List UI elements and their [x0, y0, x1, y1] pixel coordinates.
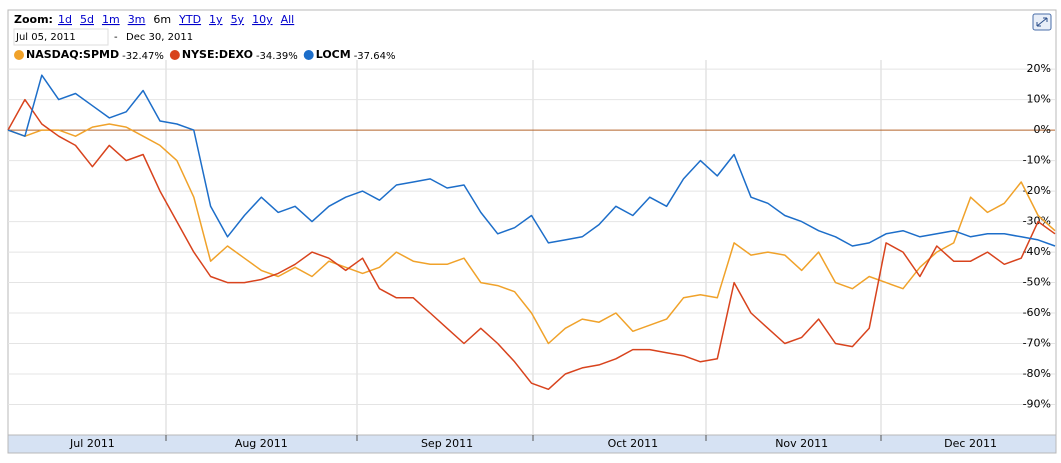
- series-line: [7, 74, 1056, 247]
- y-tick-label: -20%: [1023, 184, 1051, 197]
- legend-label: LOCM: [316, 48, 351, 61]
- y-tick-label: -40%: [1023, 245, 1051, 258]
- zoom-option[interactable]: 5y: [231, 13, 245, 26]
- zoom-label: Zoom:: [14, 13, 53, 26]
- month-ticks: [165, 435, 882, 441]
- y-tick-label: 10%: [1027, 93, 1051, 106]
- y-tick-label: -70%: [1023, 337, 1051, 350]
- y-tick-label: -60%: [1023, 306, 1051, 319]
- month-band: [7, 434, 1057, 454]
- x-tick-label: Jul 2011: [69, 437, 115, 450]
- date-end: Dec 30, 2011: [126, 32, 193, 43]
- y-tick-label: 20%: [1027, 62, 1051, 75]
- series-line: [7, 123, 1056, 345]
- legend-marker: [303, 50, 314, 60]
- zoom-option[interactable]: 6m: [153, 13, 171, 26]
- zoom-option[interactable]: 5d: [80, 13, 94, 26]
- zoom-option[interactable]: 3m: [128, 13, 146, 26]
- x-tick-label: Aug 2011: [235, 437, 288, 450]
- legend-change: -32.47%: [122, 51, 164, 62]
- y-tick-label: -80%: [1023, 367, 1051, 380]
- x-tick-label: Oct 2011: [608, 437, 659, 450]
- legend-marker: [169, 50, 180, 60]
- date-start: Jul 05, 2011: [15, 32, 76, 43]
- legend-marker: [14, 50, 24, 60]
- y-tick-label: -10%: [1023, 154, 1051, 167]
- zoom-option[interactable]: 1d: [58, 13, 72, 26]
- legend-change: -37.64%: [354, 51, 396, 62]
- y-tick-label: -90%: [1023, 398, 1051, 411]
- zoom-option[interactable]: 1m: [102, 13, 120, 26]
- legend-change: -34.39%: [256, 51, 298, 62]
- y-tick-label: -30%: [1023, 215, 1051, 228]
- series-line: [7, 98, 1056, 391]
- x-tick-label: Dec 2011: [944, 437, 997, 450]
- zoom-option[interactable]: 10y: [252, 13, 273, 26]
- x-tick-label: Sep 2011: [421, 437, 473, 450]
- zoom-option[interactable]: YTD: [178, 13, 201, 26]
- y-tick-label: 0%: [1034, 123, 1051, 136]
- zoom-option[interactable]: All: [281, 13, 295, 26]
- legend-label: NYSE:DEXO: [182, 48, 253, 61]
- x-tick-label: Nov 2011: [775, 437, 828, 450]
- date-box: [13, 28, 109, 46]
- y-tick-label: -50%: [1023, 276, 1051, 289]
- expand-icon: [1036, 17, 1048, 27]
- zoom-option[interactable]: 1y: [209, 13, 223, 26]
- date-separator: -: [114, 32, 118, 43]
- legend-label: NASDAQ:SPMD: [26, 48, 119, 61]
